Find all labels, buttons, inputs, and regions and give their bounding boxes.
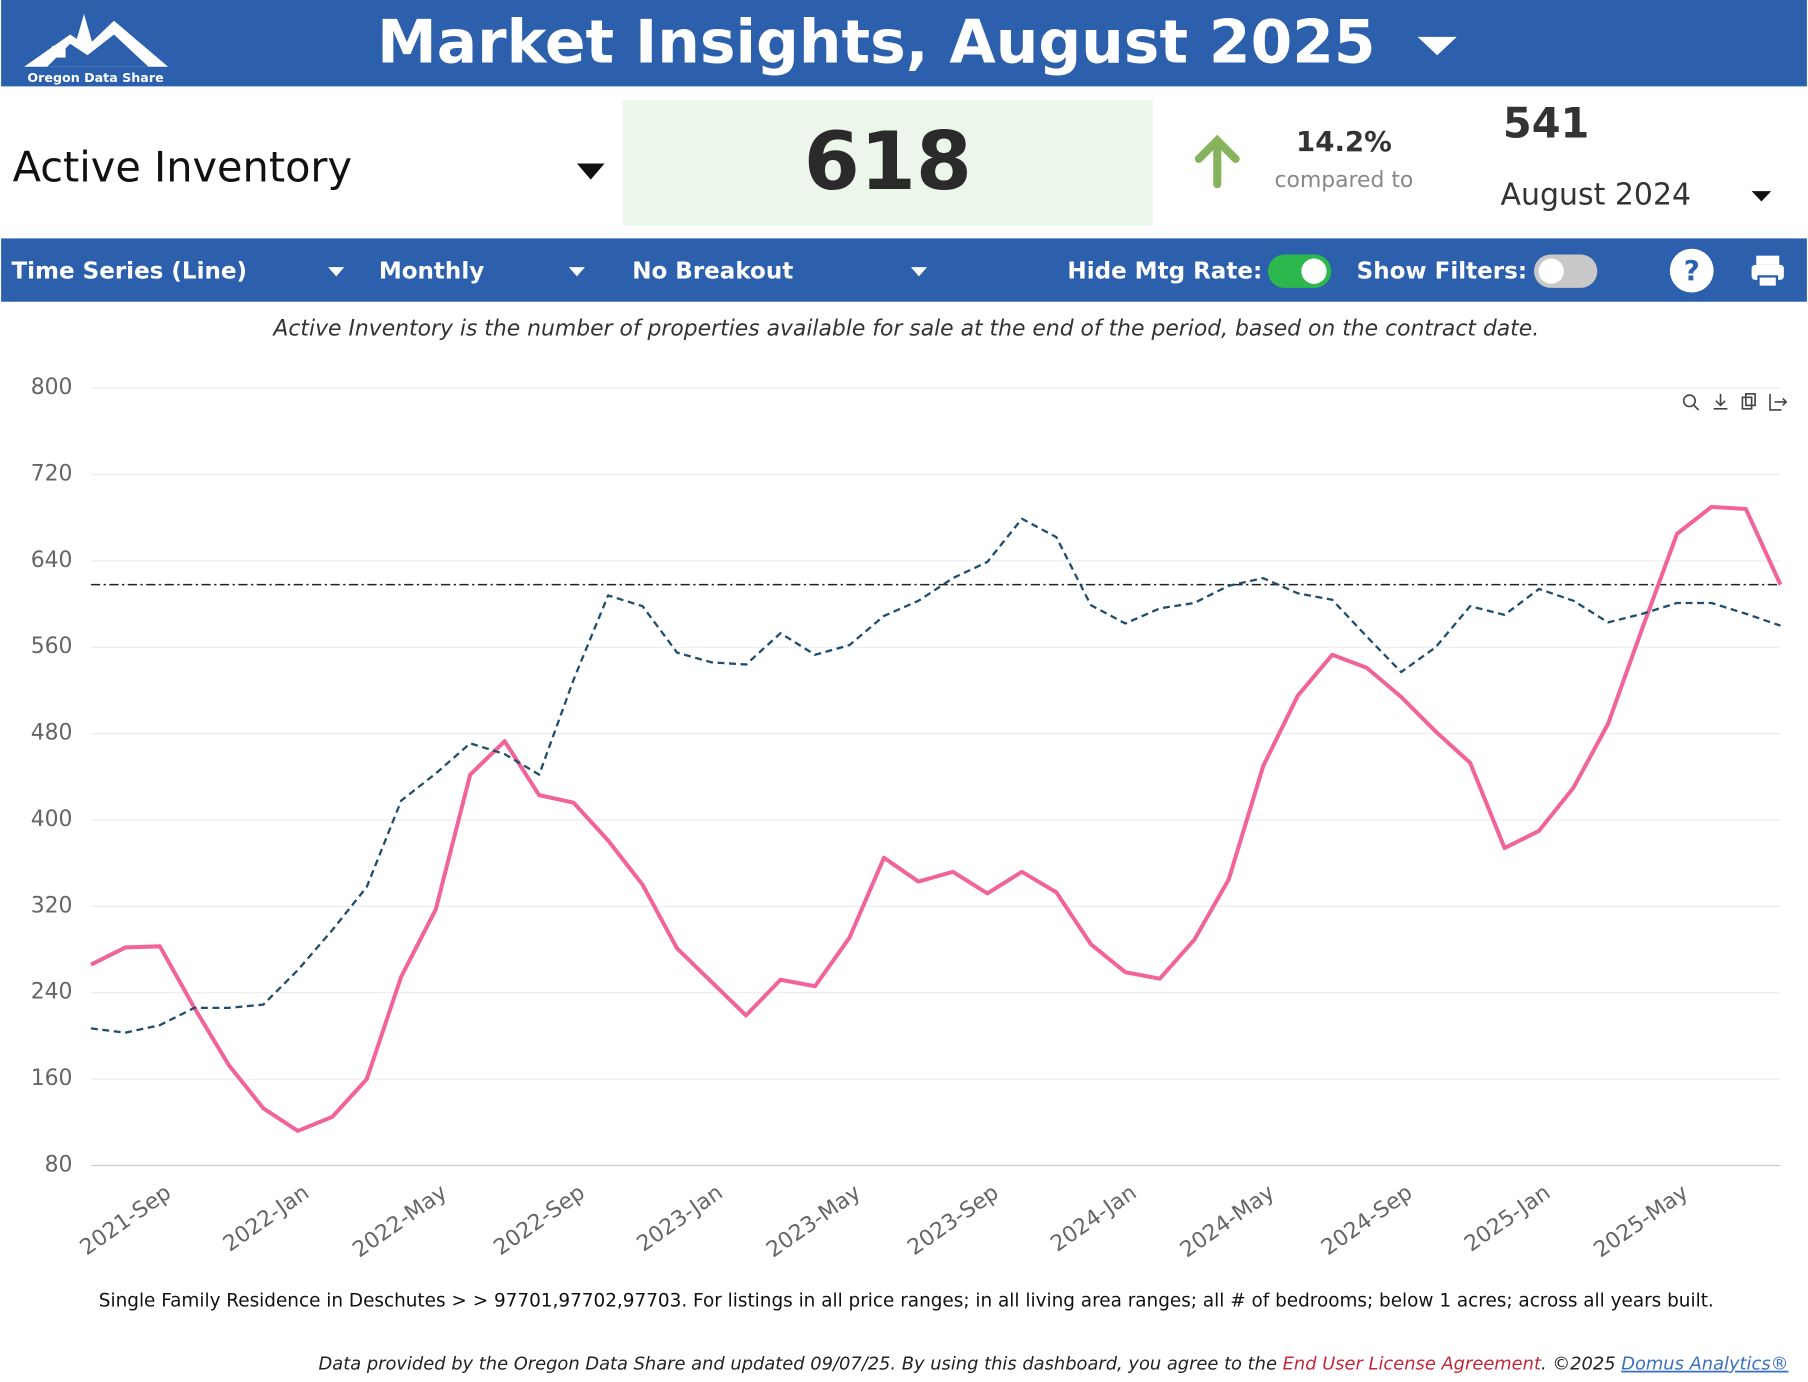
x-tick-label: 2023-Sep bbox=[903, 1180, 1003, 1261]
up-arrow bbox=[1194, 134, 1240, 189]
kpi-value: 618 bbox=[804, 115, 972, 209]
series-line bbox=[90, 504, 1783, 1133]
y-tick-label: 240 bbox=[31, 980, 73, 1005]
toggle-knob bbox=[1301, 258, 1327, 284]
toggle-knob bbox=[1538, 258, 1564, 284]
x-tick-label: 2024-Jan bbox=[1046, 1180, 1141, 1257]
x-tick-label: 2025-May bbox=[1590, 1180, 1693, 1263]
kpi-box bbox=[622, 100, 1153, 226]
y-tick-label: 640 bbox=[31, 548, 73, 573]
y-tick-label: 800 bbox=[31, 375, 73, 400]
license-link[interactable]: End User License Agreement bbox=[1283, 1354, 1542, 1375]
x-tick-label: 2023-May bbox=[762, 1180, 865, 1263]
x-tick-label: 2025-Jan bbox=[1460, 1180, 1555, 1257]
line-chart: 80 160 240 320 400 480 560 640 720 800 2021-Sep 202… bbox=[31, 375, 1783, 1263]
frequency-dropdown[interactable]: Monthly bbox=[379, 258, 484, 284]
x-tick-label: 2023-Jan bbox=[633, 1180, 728, 1257]
description: Active Inventory is the number of proper… bbox=[271, 316, 1539, 341]
footer: Data provided by the Oregon Data Share a… bbox=[319, 1354, 1789, 1375]
print-button[interactable] bbox=[1751, 255, 1784, 286]
y-tick-label: 480 bbox=[31, 721, 73, 746]
company-link[interactable]: Domus Analytics® bbox=[1621, 1354, 1788, 1375]
filter-caption: Single Family Residence in Deschutes > >… bbox=[99, 1290, 1714, 1311]
toolbar bbox=[1, 238, 1807, 302]
mtg-toggle-label: Hide Mtg Rate: bbox=[1067, 258, 1262, 284]
dropdown-caret[interactable] bbox=[568, 267, 585, 277]
logo[interactable] bbox=[24, 13, 169, 67]
comparison-period: August 2024 bbox=[1501, 177, 1691, 212]
chart-tools[interactable] bbox=[1682, 393, 1788, 411]
y-tick-label: 400 bbox=[31, 807, 73, 832]
breakout-dropdown[interactable]: No Breakout bbox=[632, 258, 793, 284]
x-tick-label: 2022-May bbox=[348, 1180, 451, 1263]
compared-label: compared to bbox=[1275, 168, 1414, 193]
dropdown-caret[interactable] bbox=[910, 267, 928, 277]
y-tick-label: 80 bbox=[45, 1152, 73, 1177]
page-title: Market Insights, August 2025 bbox=[377, 8, 1375, 78]
y-tick-label: 320 bbox=[31, 893, 73, 918]
dashed-line bbox=[90, 517, 1781, 1034]
footer-text: Data provided by the Oregon Data Share a… bbox=[319, 1354, 1283, 1375]
footer-text: . ©2025 bbox=[1541, 1354, 1621, 1375]
metric-dropdown[interactable] bbox=[576, 163, 605, 180]
logo-text: Oregon Data Share bbox=[27, 70, 163, 85]
x-tick-label: 2024-Sep bbox=[1317, 1180, 1417, 1261]
x-tick-label: 2024-May bbox=[1176, 1180, 1279, 1263]
y-tick-label: 160 bbox=[31, 1066, 73, 1091]
period-dropdown[interactable] bbox=[1751, 191, 1772, 202]
kpi-change: 14.2% bbox=[1296, 125, 1392, 158]
x-tick-label: 2021-Sep bbox=[76, 1180, 176, 1261]
filters-toggle-label: Show Filters: bbox=[1357, 258, 1527, 284]
comparison-value: 541 bbox=[1503, 100, 1590, 148]
title-dropdown[interactable] bbox=[1417, 36, 1457, 56]
chart-type-dropdown[interactable]: Time Series (Line) bbox=[11, 258, 247, 284]
header-bar bbox=[1, 0, 1807, 87]
y-tick-label: 720 bbox=[31, 461, 73, 486]
dropdown-caret[interactable] bbox=[328, 267, 345, 277]
metric-name: Active Inventory bbox=[13, 143, 352, 191]
x-tick-label: 2022-Sep bbox=[490, 1180, 590, 1261]
y-tick-label: 560 bbox=[31, 634, 73, 659]
x-tick-label: 2022-Jan bbox=[219, 1180, 314, 1257]
help-button[interactable] bbox=[1669, 248, 1714, 293]
help-icon: ? bbox=[1684, 254, 1700, 287]
